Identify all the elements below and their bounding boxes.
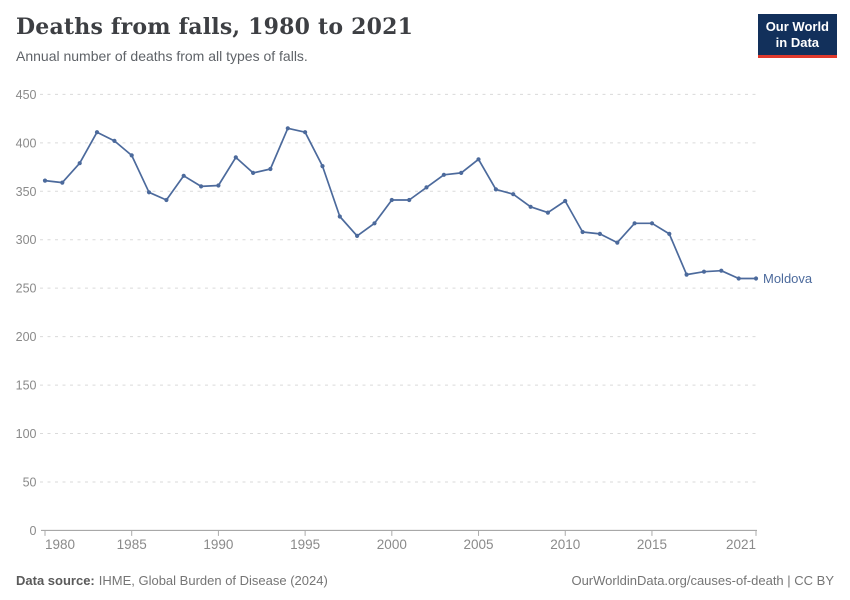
data-point-marker (649, 221, 655, 226)
y-axis-tick-label: 350 (16, 185, 37, 199)
data-point-marker (389, 197, 394, 203)
y-axis-tick-label: 200 (16, 330, 37, 344)
data-source-note: Data source: IHME, Global Burden of Disea… (16, 573, 328, 588)
owid-logo[interactable]: Our World in Data (757, 14, 837, 58)
data-point-marker (285, 126, 290, 131)
data-point-marker (42, 178, 48, 183)
y-axis-tick-label: 100 (16, 427, 37, 441)
chart-header: Deaths from falls, 1980 to 2021 Annual n… (16, 14, 413, 64)
x-axis-tick-label: 2005 (464, 537, 494, 552)
data-point-marker (476, 157, 481, 162)
owid-logo-line2: in Data (775, 35, 820, 51)
data-point-marker (233, 155, 238, 160)
data-point-marker (545, 210, 551, 215)
series-label-moldova: Moldova (763, 271, 813, 286)
data-point-marker (355, 233, 360, 238)
data-point-marker (94, 130, 100, 135)
x-axis-tick-label: 1995 (290, 537, 320, 552)
data-point-marker (216, 183, 221, 188)
data-point-marker (667, 231, 672, 236)
data-point-marker (251, 170, 256, 175)
trend-line (44, 127, 757, 280)
x-axis-tick-label: 1990 (203, 537, 233, 552)
data-point-marker (199, 184, 204, 189)
data-point-marker (580, 229, 585, 235)
data-point-marker (511, 192, 516, 197)
data-point-marker (684, 272, 689, 277)
data-point-marker (719, 268, 724, 273)
chart-footer: Data source: IHME, Global Burden of Disea… (16, 573, 834, 588)
line-chart: 0 50 100 150 200 250 300 350 400 450 1980 1985 1990 1… (0, 80, 850, 560)
data-source-label: Data source: (16, 573, 95, 588)
data-point-marker (303, 130, 308, 135)
data-point-marker (129, 153, 134, 158)
data-point-marker (563, 198, 568, 204)
x-axis-tick-label: 2021 (726, 537, 756, 552)
chart-subtitle: Annual number of deaths from all types o… (16, 48, 308, 64)
data-point-marker (372, 221, 377, 226)
data-point-marker (337, 214, 342, 219)
y-axis-tick-label: 300 (16, 233, 37, 247)
data-point-marker (320, 164, 325, 169)
data-point-marker (268, 166, 273, 172)
data-point-marker (441, 172, 446, 177)
owid-license-link[interactable]: OurWorldinData.org/causes-of-death | CC … (571, 573, 834, 588)
data-point-marker (459, 170, 464, 175)
data-point-marker (77, 161, 82, 166)
data-point-marker (493, 187, 498, 192)
line-chart-svg: 0 50 100 150 200 250 300 350 400 450 1980 1985 1990 1… (16, 88, 813, 552)
data-point-marker (164, 197, 169, 203)
x-axis-tick-label: 2000 (377, 537, 407, 552)
x-axis-tick-label: 1985 (117, 537, 147, 552)
data-point-marker (632, 221, 637, 226)
data-point-marker (736, 276, 741, 281)
data-point-marker (753, 276, 759, 281)
data-point-marker (407, 197, 412, 203)
data-point-marker (597, 231, 603, 236)
data-point-marker (701, 269, 707, 274)
y-axis-tick-label: 250 (16, 282, 37, 296)
data-point-marker (615, 240, 620, 245)
data-point-marker (60, 180, 65, 185)
page-title: Deaths from falls, 1980 to 2021 (16, 14, 414, 40)
data-point-marker (146, 190, 152, 195)
data-point-marker (112, 138, 117, 143)
x-axis-tick-label: 2015 (637, 537, 667, 552)
data-source-text: IHME, Global Burden of Disease (2024) (98, 573, 328, 588)
y-axis-tick-label: 50 (23, 475, 37, 489)
y-axis-tick-label: 0 (30, 524, 37, 538)
y-axis-tick-label: 150 (16, 379, 37, 393)
owid-logo-line1: Our World (765, 19, 829, 34)
x-axis-tick-label: 1980 (45, 537, 75, 552)
data-point-marker (424, 185, 429, 190)
y-axis-tick-label: 450 (16, 88, 37, 102)
x-axis-tick-label: 2010 (550, 537, 580, 552)
data-point-marker (181, 173, 186, 178)
y-axis-tick-label: 400 (16, 136, 37, 150)
data-point-marker (528, 204, 533, 209)
